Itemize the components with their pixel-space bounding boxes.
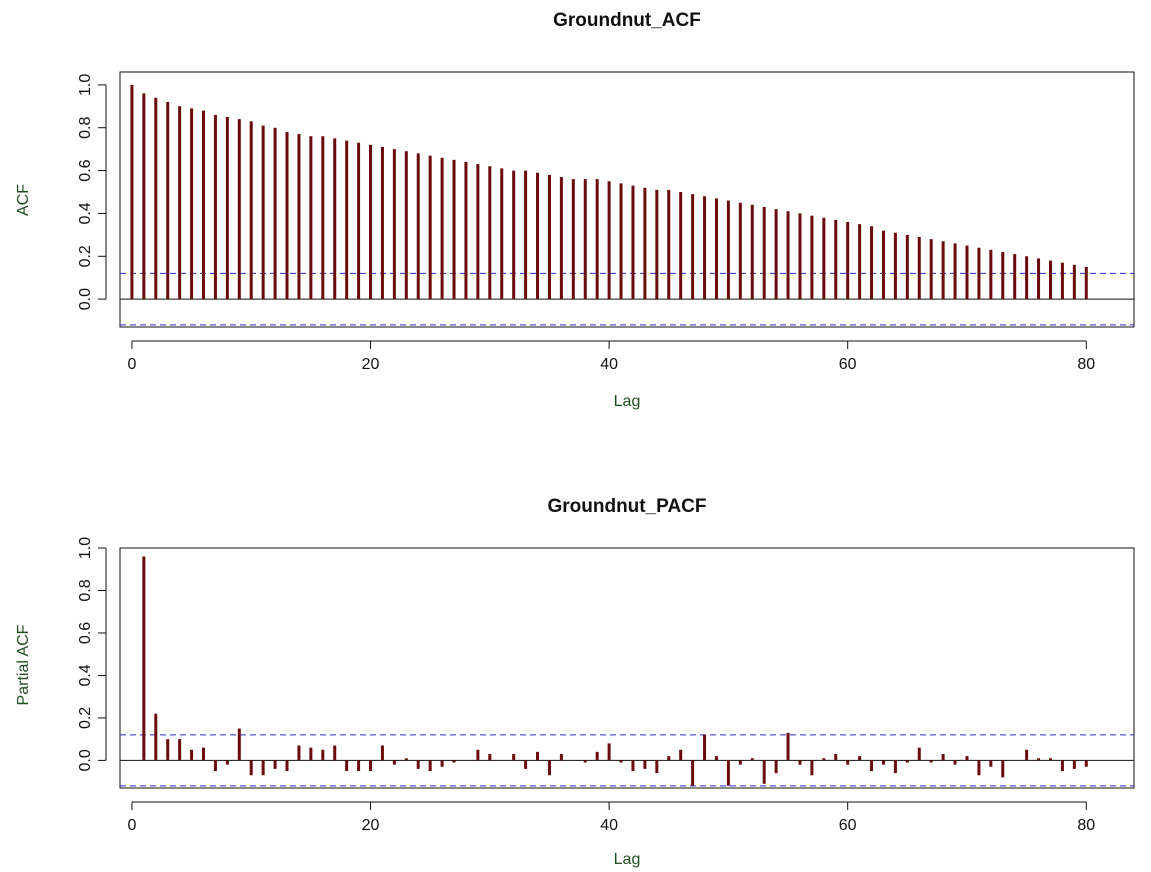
pacf-plot-frame [119, 547, 1135, 789]
pacf-y-tick-label: 0.2 [77, 707, 94, 729]
acf-bars [120, 84, 1134, 326]
acf-y-axis: 0.0 0.2 0.4 0.6 0.8 1.0 [77, 74, 107, 310]
acf-y-tick-label: 0.8 [77, 116, 94, 138]
acf-x-tick-label: 80 [1077, 356, 1095, 373]
pacf-x-tick-label: 0 [127, 817, 136, 834]
pacf-chart-title: Groundnut_PACF [547, 496, 706, 517]
pacf-bars [120, 556, 1134, 787]
acf-y-tick-label: 0.2 [77, 245, 94, 267]
pacf-y-tick-label: 0.8 [77, 579, 94, 601]
pacf-y-tick-label: 0.4 [77, 664, 94, 686]
acf-x-axis: 0 20 40 60 80 [127, 340, 1095, 373]
pacf-x-axis-label: Lag [614, 851, 641, 868]
pacf-y-axis-label: Partial ACF [15, 624, 32, 705]
acf-x-tick-label: 40 [600, 356, 618, 373]
pacf-x-tick-label: 80 [1077, 817, 1095, 834]
acf-x-tick-label: 60 [839, 356, 857, 373]
acf-x-tick-label: 20 [362, 356, 380, 373]
acf-y-axis-label: ACF [15, 184, 32, 216]
pacf-x-tick-label: 20 [362, 817, 380, 834]
pacf-y-tick-label: 1.0 [77, 537, 94, 559]
acf-plot-frame [119, 71, 1135, 328]
pacf-y-tick-label: 0.6 [77, 622, 94, 644]
acf-panel: Groundnut_ACF 0 20 40 60 80 0.0 0.2 0.4 0.6 0.8 1… [15, 10, 1135, 410]
pacf-x-tick-label: 40 [600, 817, 618, 834]
acf-x-tick-label: 0 [127, 356, 136, 373]
acf-x-axis-label: Lag [614, 393, 641, 410]
pacf-y-axis: 0.0 0.2 0.4 0.6 0.8 1.0 [77, 537, 107, 772]
acf-chart-title: Groundnut_ACF [553, 10, 701, 31]
acf-y-tick-label: 1.0 [77, 74, 94, 96]
pacf-x-tick-label: 60 [839, 817, 857, 834]
pacf-x-axis: 0 20 40 60 80 [127, 801, 1095, 834]
acf-y-tick-label: 0.0 [77, 288, 94, 310]
pacf-y-tick-label: 0.0 [77, 749, 94, 771]
acf-y-tick-label: 0.4 [77, 202, 94, 224]
pacf-panel: Groundnut_PACF 0 20 40 60 80 0.0 0.2 0.4 0.6 0.8… [15, 496, 1135, 868]
acf-y-tick-label: 0.6 [77, 159, 94, 181]
